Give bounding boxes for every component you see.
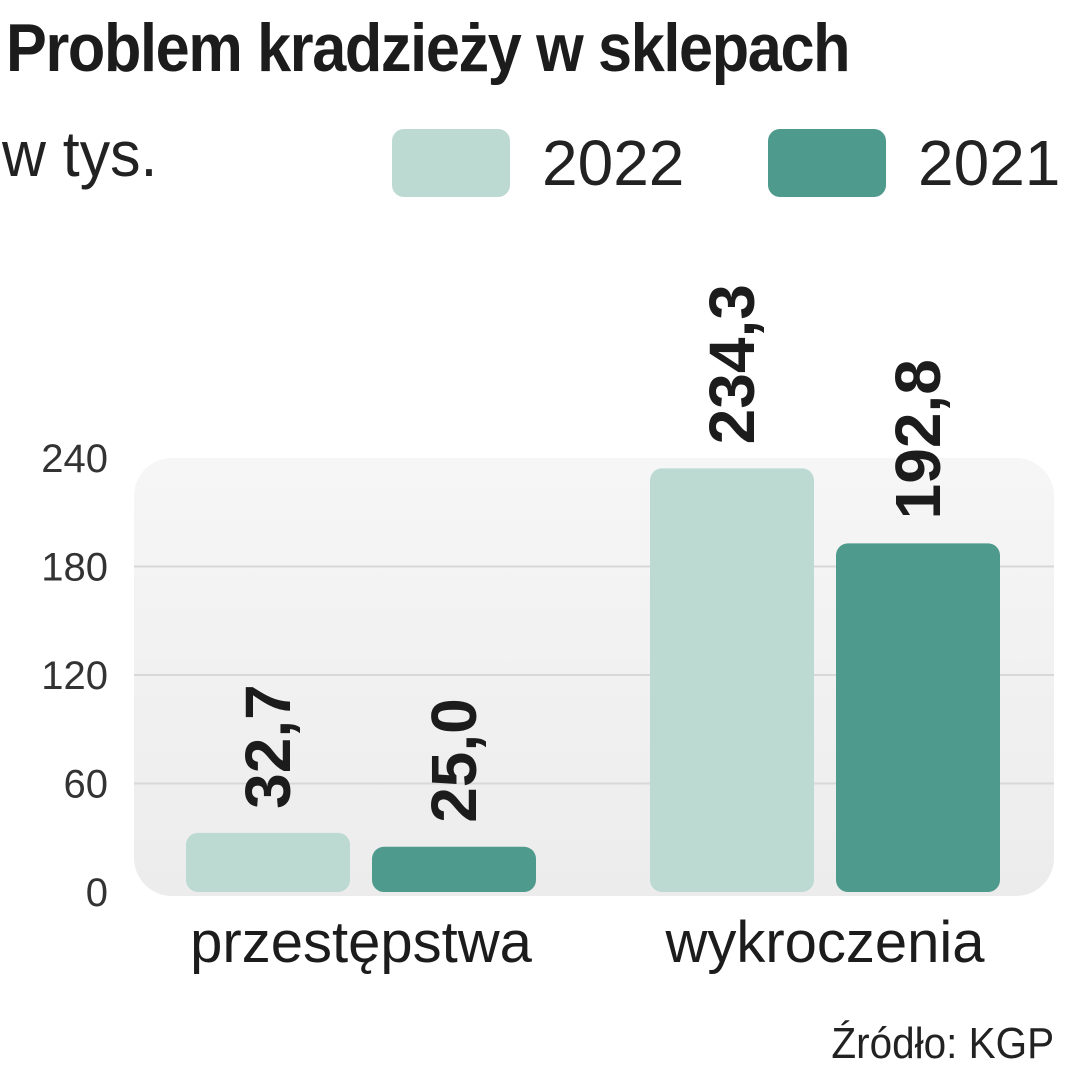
legend-swatch-2022	[392, 129, 510, 197]
bar-przestępstwa-2022	[186, 832, 350, 892]
bar-wykroczenia-2021	[836, 543, 1000, 892]
y-tick-label-120: 120	[41, 654, 108, 698]
chart-unit: w tys.	[2, 118, 158, 190]
bar-przestępstwa-2021	[372, 846, 536, 892]
value-label-wykroczenia-2021: 192,8	[882, 359, 954, 519]
bar-wykroczenia-2022	[650, 468, 814, 892]
source-note: Źródło: KGP	[831, 1019, 1054, 1068]
legend-item-2022: 2022	[392, 128, 684, 198]
chart-title: Problem kradzieży w sklepach	[6, 10, 851, 86]
legend-label-2022: 2022	[542, 127, 685, 199]
category-label-przestępstwa: przestępstwa	[190, 910, 532, 975]
value-label-wykroczenia-2022: 234,3	[696, 284, 768, 444]
y-tick-label-60: 60	[64, 763, 109, 807]
category-label-wykroczenia: wykroczenia	[664, 910, 985, 975]
legend-label-2021: 2021	[918, 127, 1061, 199]
value-label-przestępstwa-2021: 25,0	[418, 698, 490, 823]
value-label-przestępstwa-2022: 32,7	[232, 684, 304, 809]
legend-swatch-2021	[768, 129, 886, 197]
legend-item-2021: 2021	[768, 128, 1060, 198]
y-tick-label-240: 240	[41, 437, 108, 481]
y-tick-label-180: 180	[41, 546, 108, 590]
y-tick-label-0: 0	[86, 871, 108, 915]
